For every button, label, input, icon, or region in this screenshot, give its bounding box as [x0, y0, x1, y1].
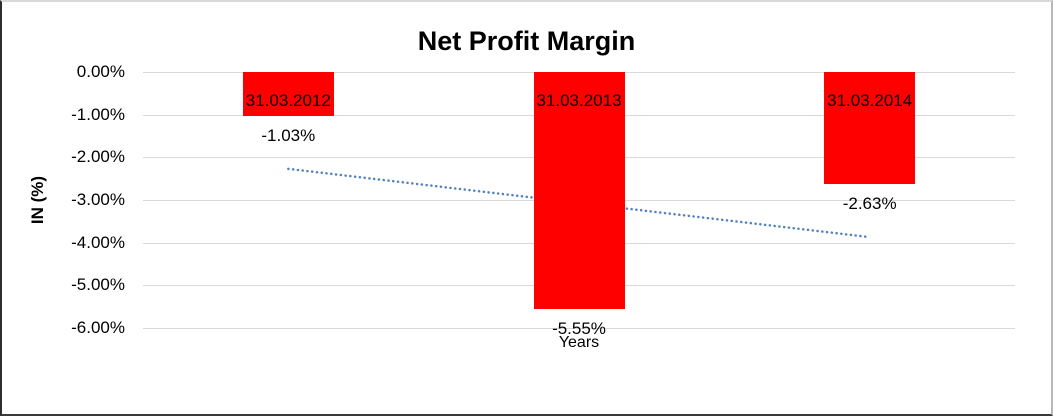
data-label: -1.03% [261, 125, 316, 145]
bar-31.03.2014 [824, 72, 916, 185]
bar-31.03.2013 [533, 72, 625, 309]
data-label: -2.63% [842, 194, 897, 214]
y-tick-label: -3.00% [71, 190, 125, 209]
y-tick-label: -2.00% [71, 147, 125, 167]
bar-31.03.2012 [242, 72, 334, 116]
category-label: 31.03.2014 [827, 91, 913, 110]
x-axis-title: Years [558, 334, 600, 351]
category-label: 31.03.2012 [245, 91, 331, 110]
y-tick-label: -4.00% [71, 232, 125, 252]
chart-title: Net Profit Margin [417, 26, 636, 56]
y-tick-label: -6.00% [71, 318, 125, 337]
y-tick-label: -1.00% [71, 104, 125, 124]
data-label: -5.55% [552, 318, 606, 338]
y-tick-label: -5.00% [71, 275, 125, 295]
category-label: 31.03.2013 [536, 91, 622, 110]
plot-area: 31.03.2012 -1.03% 31.03.2013 -5.55% 31.03.20… [143, 72, 1015, 338]
gridline [143, 328, 1015, 329]
y-tick-label: 0.00% [76, 62, 125, 81]
